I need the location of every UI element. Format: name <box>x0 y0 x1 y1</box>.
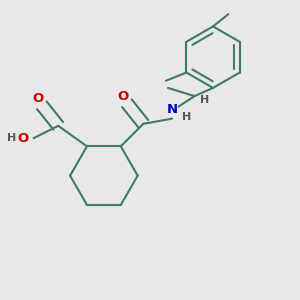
Text: N: N <box>167 103 178 116</box>
Text: H: H <box>182 112 191 122</box>
Text: H: H <box>200 95 209 105</box>
Text: O: O <box>117 90 128 103</box>
Text: O: O <box>18 132 29 145</box>
Text: H: H <box>7 133 16 143</box>
Text: O: O <box>32 92 44 105</box>
